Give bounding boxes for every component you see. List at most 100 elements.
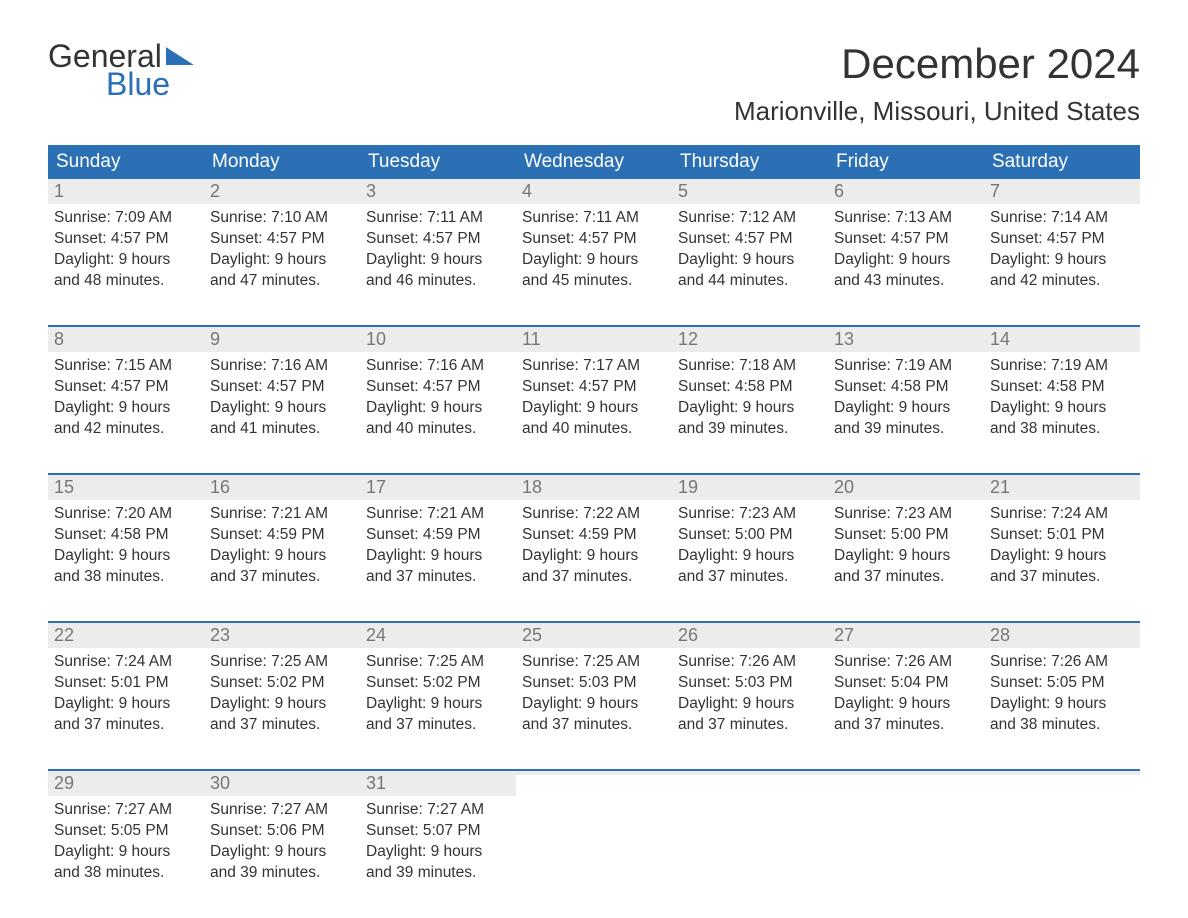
title-block: December 2024 Marionville, Missouri, Uni… — [734, 40, 1140, 127]
day-number-row: 23 — [204, 623, 360, 648]
day-number-row — [672, 771, 828, 775]
sunrise-text: Sunrise: 7:16 AM — [366, 356, 510, 377]
calendar: Sunday Monday Tuesday Wednesday Thursday… — [48, 145, 1140, 899]
daylight-text: Daylight: 9 hours and 38 minutes. — [54, 546, 198, 588]
daylight-text: Daylight: 9 hours and 37 minutes. — [522, 694, 666, 736]
day-number: 16 — [210, 477, 230, 497]
sunset-text: Sunset: 5:03 PM — [522, 673, 666, 694]
day-number: 3 — [366, 181, 376, 201]
sunset-text: Sunset: 4:57 PM — [522, 377, 666, 398]
day-number-row: 9 — [204, 327, 360, 352]
logo: General Blue — [48, 40, 194, 100]
sunrise-text: Sunrise: 7:21 AM — [210, 504, 354, 525]
sunset-text: Sunset: 5:02 PM — [210, 673, 354, 694]
day-number: 12 — [678, 329, 698, 349]
day-body: Sunrise: 7:24 AMSunset: 5:01 PMDaylight:… — [984, 500, 1140, 588]
sunset-text: Sunset: 4:59 PM — [522, 525, 666, 546]
daylight-text: Daylight: 9 hours and 42 minutes. — [54, 398, 198, 440]
day-number: 13 — [834, 329, 854, 349]
weeks-container: 1Sunrise: 7:09 AMSunset: 4:57 PMDaylight… — [48, 179, 1140, 899]
day-body: Sunrise: 7:21 AMSunset: 4:59 PMDaylight:… — [360, 500, 516, 588]
month-title: December 2024 — [734, 40, 1140, 88]
day-number-row: 6 — [828, 179, 984, 204]
day-cell: 11Sunrise: 7:17 AMSunset: 4:57 PMDayligh… — [516, 327, 672, 455]
sunrise-text: Sunrise: 7:23 AM — [834, 504, 978, 525]
day-number: 7 — [990, 181, 1000, 201]
day-cell: 28Sunrise: 7:26 AMSunset: 5:05 PMDayligh… — [984, 623, 1140, 751]
day-header-sun: Sunday — [48, 145, 204, 179]
day-cell: 26Sunrise: 7:26 AMSunset: 5:03 PMDayligh… — [672, 623, 828, 751]
day-header-thu: Thursday — [672, 145, 828, 179]
sunrise-text: Sunrise: 7:24 AM — [54, 652, 198, 673]
sunrise-text: Sunrise: 7:11 AM — [366, 208, 510, 229]
daylight-text: Daylight: 9 hours and 48 minutes. — [54, 250, 198, 292]
day-body: Sunrise: 7:23 AMSunset: 5:00 PMDaylight:… — [828, 500, 984, 588]
sunset-text: Sunset: 5:05 PM — [990, 673, 1134, 694]
sunset-text: Sunset: 4:57 PM — [522, 229, 666, 250]
day-cell: 17Sunrise: 7:21 AMSunset: 4:59 PMDayligh… — [360, 475, 516, 603]
daylight-text: Daylight: 9 hours and 37 minutes. — [54, 694, 198, 736]
day-body: Sunrise: 7:27 AMSunset: 5:07 PMDaylight:… — [360, 796, 516, 884]
day-number: 28 — [990, 625, 1010, 645]
day-cell: 9Sunrise: 7:16 AMSunset: 4:57 PMDaylight… — [204, 327, 360, 455]
sunset-text: Sunset: 4:57 PM — [834, 229, 978, 250]
daylight-text: Daylight: 9 hours and 37 minutes. — [678, 694, 822, 736]
day-number-row: 29 — [48, 771, 204, 796]
day-cell: 30Sunrise: 7:27 AMSunset: 5:06 PMDayligh… — [204, 771, 360, 899]
day-body: Sunrise: 7:25 AMSunset: 5:02 PMDaylight:… — [204, 648, 360, 736]
day-body: Sunrise: 7:22 AMSunset: 4:59 PMDaylight:… — [516, 500, 672, 588]
sunrise-text: Sunrise: 7:24 AM — [990, 504, 1134, 525]
sunrise-text: Sunrise: 7:16 AM — [210, 356, 354, 377]
day-number: 24 — [366, 625, 386, 645]
sunset-text: Sunset: 5:00 PM — [678, 525, 822, 546]
sunrise-text: Sunrise: 7:19 AM — [834, 356, 978, 377]
day-number-row: 12 — [672, 327, 828, 352]
day-number-row: 19 — [672, 475, 828, 500]
sunrise-text: Sunrise: 7:26 AM — [834, 652, 978, 673]
sunrise-text: Sunrise: 7:10 AM — [210, 208, 354, 229]
day-number: 27 — [834, 625, 854, 645]
day-cell: 27Sunrise: 7:26 AMSunset: 5:04 PMDayligh… — [828, 623, 984, 751]
day-number: 31 — [366, 773, 386, 793]
day-number-row: 30 — [204, 771, 360, 796]
sunrise-text: Sunrise: 7:12 AM — [678, 208, 822, 229]
day-number: 8 — [54, 329, 64, 349]
sunrise-text: Sunrise: 7:26 AM — [678, 652, 822, 673]
sunset-text: Sunset: 4:57 PM — [54, 377, 198, 398]
day-number: 10 — [366, 329, 386, 349]
day-cell: 21Sunrise: 7:24 AMSunset: 5:01 PMDayligh… — [984, 475, 1140, 603]
sunset-text: Sunset: 4:57 PM — [678, 229, 822, 250]
day-cell — [516, 771, 672, 899]
day-cell: 15Sunrise: 7:20 AMSunset: 4:58 PMDayligh… — [48, 475, 204, 603]
day-cell: 2Sunrise: 7:10 AMSunset: 4:57 PMDaylight… — [204, 179, 360, 307]
sunrise-text: Sunrise: 7:09 AM — [54, 208, 198, 229]
location-subtitle: Marionville, Missouri, United States — [734, 96, 1140, 127]
day-cell: 3Sunrise: 7:11 AMSunset: 4:57 PMDaylight… — [360, 179, 516, 307]
day-body: Sunrise: 7:25 AMSunset: 5:02 PMDaylight:… — [360, 648, 516, 736]
sunrise-text: Sunrise: 7:11 AM — [522, 208, 666, 229]
day-cell: 5Sunrise: 7:12 AMSunset: 4:57 PMDaylight… — [672, 179, 828, 307]
day-number: 6 — [834, 181, 844, 201]
sunrise-text: Sunrise: 7:27 AM — [54, 800, 198, 821]
sunrise-text: Sunrise: 7:23 AM — [678, 504, 822, 525]
day-number: 11 — [522, 329, 541, 349]
day-cell: 10Sunrise: 7:16 AMSunset: 4:57 PMDayligh… — [360, 327, 516, 455]
daylight-text: Daylight: 9 hours and 38 minutes. — [990, 694, 1134, 736]
sunrise-text: Sunrise: 7:22 AM — [522, 504, 666, 525]
day-body: Sunrise: 7:19 AMSunset: 4:58 PMDaylight:… — [984, 352, 1140, 440]
sunset-text: Sunset: 4:58 PM — [990, 377, 1134, 398]
sunset-text: Sunset: 5:00 PM — [834, 525, 978, 546]
day-header-sat: Saturday — [984, 145, 1140, 179]
day-number: 15 — [54, 477, 74, 497]
day-body: Sunrise: 7:27 AMSunset: 5:05 PMDaylight:… — [48, 796, 204, 884]
sunrise-text: Sunrise: 7:25 AM — [522, 652, 666, 673]
day-cell: 4Sunrise: 7:11 AMSunset: 4:57 PMDaylight… — [516, 179, 672, 307]
daylight-text: Daylight: 9 hours and 47 minutes. — [210, 250, 354, 292]
day-cell: 16Sunrise: 7:21 AMSunset: 4:59 PMDayligh… — [204, 475, 360, 603]
day-cell — [984, 771, 1140, 899]
day-cell: 18Sunrise: 7:22 AMSunset: 4:59 PMDayligh… — [516, 475, 672, 603]
daylight-text: Daylight: 9 hours and 39 minutes. — [834, 398, 978, 440]
day-cell: 24 Sunrise: 7:25 AMSunset: 5:02 PMDayligh… — [360, 623, 516, 751]
daylight-text: Daylight: 9 hours and 39 minutes. — [210, 842, 354, 884]
logo-text-blue: Blue — [106, 68, 194, 100]
